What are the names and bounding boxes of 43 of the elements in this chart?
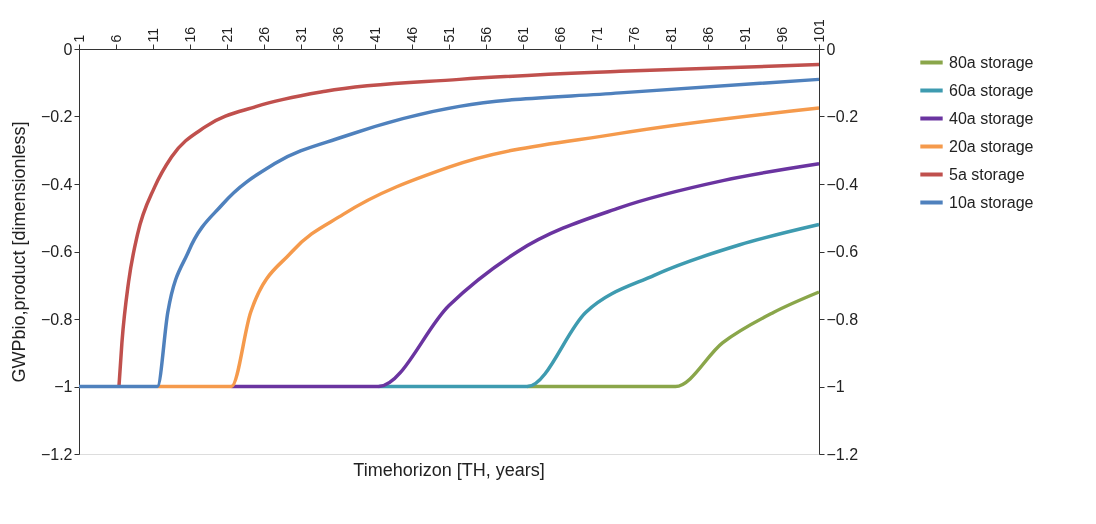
x-tick-label: 76	[625, 26, 642, 43]
x-tick-label: 71	[588, 26, 605, 43]
y-axis-title: GWPbio,product [dimensionless]	[8, 121, 29, 383]
x-tick-label: 96	[773, 26, 790, 43]
y2-tick-label: −1.2	[826, 445, 859, 463]
y2-tick-label: 0	[826, 40, 836, 58]
x-tick-label: 41	[366, 26, 383, 43]
y2-tick-label: −1	[826, 378, 845, 395]
y-tick-label: −0.6	[40, 243, 73, 260]
legend-label: 20a storage	[949, 137, 1034, 155]
x-tick-label: 51	[440, 26, 457, 43]
y-tick-label: −0.4	[40, 175, 73, 193]
x-tick-label: 81	[662, 26, 679, 43]
x-tick-label: 26	[255, 26, 272, 43]
x-tick-label: 31	[292, 26, 309, 43]
x-tick-label: 6	[107, 34, 124, 43]
x-tick-label: 56	[477, 26, 494, 43]
y-tick-label: −1	[54, 378, 73, 395]
y-tick-label: −0.2	[40, 108, 73, 125]
y2-tick-label: −0.4	[826, 175, 859, 193]
x-tick-label: 86	[699, 26, 716, 43]
legend-label: 40a storage	[949, 109, 1034, 127]
y-tick-label: −1.2	[40, 445, 73, 463]
x-tick-label: 36	[329, 26, 346, 43]
x-tick-label: 21	[218, 26, 235, 43]
x-tick-label: 101	[810, 18, 827, 43]
x-tick-label: 61	[514, 26, 531, 43]
y2-tick-label: −0.6	[826, 243, 859, 260]
x-tick-label: 16	[181, 26, 198, 43]
x-tick-label: 46	[403, 26, 420, 43]
x-tick-label: 11	[144, 27, 161, 43]
legend-label: 60a storage	[949, 81, 1034, 99]
legend-label: 80a storage	[949, 53, 1034, 71]
y-tick-label: 0	[63, 40, 73, 58]
y2-tick-label: −0.8	[826, 310, 859, 328]
x-tick-label: 1	[70, 34, 87, 43]
x-tick-label: 66	[551, 26, 568, 43]
legend-label: 10a storage	[949, 193, 1034, 211]
legend-label: 5a storage	[949, 165, 1025, 183]
x-tick-label: 91	[736, 26, 753, 43]
y2-tick-label: −0.2	[826, 108, 859, 125]
y-tick-label: −0.8	[40, 310, 73, 328]
x-axis-title: Timehorizon [TH, years]	[353, 460, 545, 480]
